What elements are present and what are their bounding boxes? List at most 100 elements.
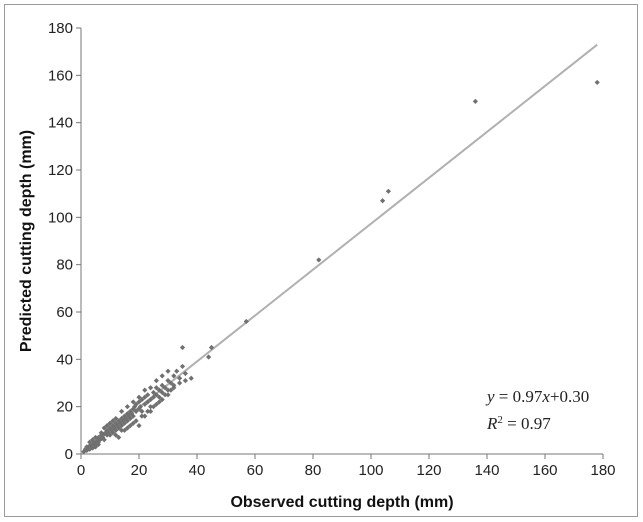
data-point bbox=[206, 354, 212, 360]
data-point bbox=[177, 375, 183, 381]
data-point bbox=[153, 401, 159, 407]
data-point bbox=[127, 423, 133, 429]
r-squared: R2 = 0.97 bbox=[486, 414, 551, 433]
data-point bbox=[243, 318, 249, 325]
data-point bbox=[116, 418, 122, 424]
data-point bbox=[133, 401, 139, 407]
data-point bbox=[165, 387, 171, 393]
data-point bbox=[137, 404, 144, 410]
data-point bbox=[159, 382, 165, 388]
data-point bbox=[150, 389, 157, 396]
data-point bbox=[127, 408, 133, 414]
data-point bbox=[121, 427, 128, 433]
equation-slope: = 0.97 bbox=[495, 387, 543, 406]
data-point bbox=[139, 413, 145, 419]
data-point bbox=[139, 396, 145, 403]
data-point bbox=[119, 423, 125, 429]
data-point bbox=[95, 441, 101, 448]
x-tick-label: 180 bbox=[590, 462, 615, 479]
data-point bbox=[98, 436, 104, 442]
data-point bbox=[182, 378, 188, 384]
x-tick-label: 20 bbox=[131, 462, 148, 479]
r-squared-exponent: 2 bbox=[497, 414, 503, 426]
data-point bbox=[113, 432, 119, 438]
data-point bbox=[162, 392, 168, 398]
data-point bbox=[159, 373, 165, 379]
data-point bbox=[162, 385, 168, 391]
y-tick-label: 60 bbox=[56, 304, 73, 321]
data-point bbox=[119, 408, 125, 414]
data-point bbox=[107, 420, 113, 426]
data-point bbox=[142, 394, 148, 400]
data-point bbox=[153, 385, 159, 391]
data-point bbox=[101, 425, 107, 431]
data-point bbox=[165, 368, 171, 374]
tick-labels: 0 20 40 60 80 100 120 140 160 180 0 20 40 60 80 100 120 1… bbox=[48, 20, 616, 479]
y-axis-title: Predicted cutting depth (mm) bbox=[18, 130, 35, 352]
data-point bbox=[120, 418, 126, 424]
scatter-plot: 0 20 40 60 80 100 120 140 160 180 0 20 40 60 80 100 120 1… bbox=[18, 20, 616, 511]
y-tick-label: 180 bbox=[48, 20, 73, 37]
data-point bbox=[145, 408, 151, 414]
data-point bbox=[101, 431, 107, 437]
data-point bbox=[130, 413, 136, 419]
y-tick-label: 160 bbox=[48, 67, 73, 84]
data-point bbox=[130, 420, 136, 426]
data-point bbox=[113, 415, 119, 422]
data-point bbox=[148, 408, 154, 414]
x-tick-label: 100 bbox=[358, 462, 383, 479]
y-tick-label: 80 bbox=[56, 257, 73, 274]
data-point bbox=[100, 434, 106, 441]
data-point bbox=[126, 413, 132, 419]
data-point bbox=[316, 257, 322, 263]
data-point bbox=[130, 399, 136, 405]
data-point bbox=[156, 394, 162, 400]
data-point bbox=[159, 389, 165, 396]
data-point bbox=[136, 394, 142, 400]
data-point bbox=[113, 427, 119, 433]
x-tick-label: 80 bbox=[305, 462, 322, 479]
data-point bbox=[136, 423, 142, 429]
data-point bbox=[179, 363, 186, 370]
data-point bbox=[121, 413, 128, 419]
data-point bbox=[136, 399, 142, 405]
data-point bbox=[85, 445, 91, 451]
equation-y-symbol: y bbox=[485, 387, 495, 406]
data-point bbox=[110, 430, 116, 436]
y-tick-label: 40 bbox=[56, 351, 73, 368]
data-point bbox=[124, 404, 130, 410]
data-point bbox=[208, 344, 215, 351]
data-point bbox=[142, 413, 148, 419]
trendline-path bbox=[80, 43, 598, 455]
data-point bbox=[148, 396, 154, 403]
data-point bbox=[104, 432, 110, 438]
data-point bbox=[150, 394, 157, 400]
data-point bbox=[116, 434, 122, 441]
x-tick-label: 120 bbox=[416, 462, 441, 479]
x-tick-label: 40 bbox=[189, 462, 206, 479]
data-point bbox=[171, 385, 177, 391]
equation-x-symbol: x bbox=[541, 387, 550, 406]
data-point bbox=[95, 434, 101, 441]
data-point bbox=[165, 392, 171, 398]
data-point bbox=[81, 449, 87, 455]
data-point bbox=[110, 423, 116, 429]
x-tick-label: 60 bbox=[247, 462, 264, 479]
data-point bbox=[98, 430, 104, 436]
data-point bbox=[107, 432, 113, 438]
data-points bbox=[81, 79, 600, 455]
data-point bbox=[159, 396, 165, 403]
axes bbox=[76, 27, 604, 459]
data-point bbox=[124, 418, 130, 424]
r-squared-value: = 0.97 bbox=[503, 414, 551, 433]
data-point bbox=[84, 447, 90, 454]
data-point bbox=[133, 408, 139, 414]
data-point bbox=[165, 378, 171, 384]
data-point bbox=[148, 404, 154, 410]
y-tick-label: 100 bbox=[48, 209, 73, 226]
data-point bbox=[116, 425, 122, 431]
data-point bbox=[472, 98, 478, 104]
r-symbol: R bbox=[486, 414, 498, 433]
data-point bbox=[171, 373, 177, 379]
x-tick-label: 160 bbox=[532, 462, 557, 479]
